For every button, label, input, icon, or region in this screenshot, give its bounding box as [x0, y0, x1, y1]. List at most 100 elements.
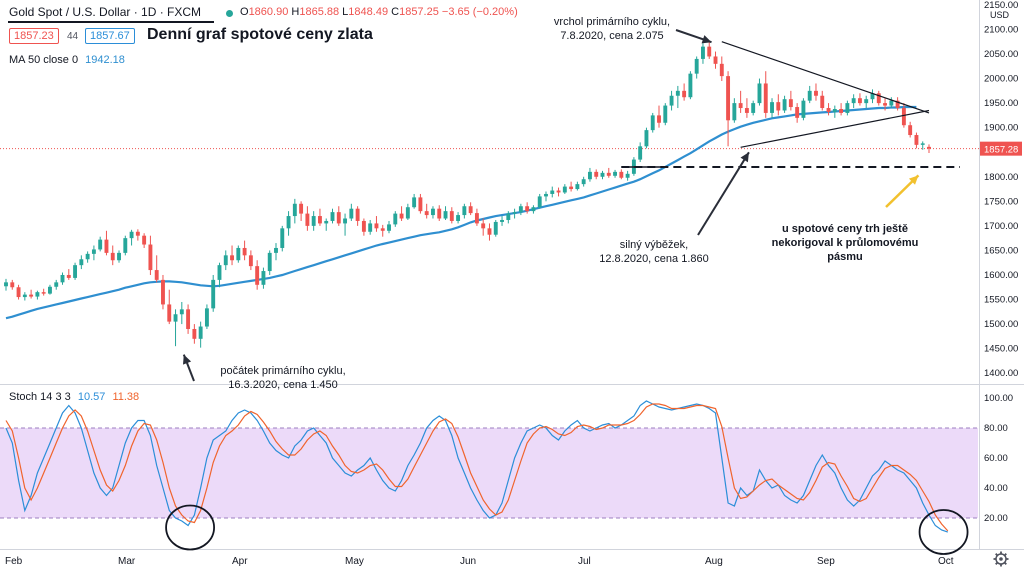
- candle: [412, 197, 417, 208]
- price-axis-tick: 2050.00: [984, 49, 1018, 60]
- annotation-cycle-start-line: počátek primárního cyklu,: [220, 365, 345, 377]
- oversold-circle-march: [165, 504, 215, 551]
- candle: [550, 190, 555, 194]
- candle: [650, 115, 655, 131]
- price-axis-tick: 1950.00: [984, 98, 1018, 109]
- candle: [857, 98, 862, 104]
- candle: [820, 95, 825, 109]
- bid-price-button[interactable]: 1857.23: [9, 28, 59, 44]
- price-axis-tick: 1500.00: [984, 319, 1018, 330]
- candle: [688, 73, 693, 98]
- candle: [826, 108, 831, 112]
- candle: [600, 172, 605, 177]
- candle: [732, 103, 737, 121]
- candle: [186, 309, 191, 329]
- candle: [443, 211, 448, 219]
- stoch-axis-tick: 40.00: [984, 483, 1008, 494]
- candle: [4, 282, 8, 287]
- stoch-axis-tick: 60.00: [984, 453, 1008, 464]
- candle: [299, 203, 304, 214]
- candle: [16, 287, 21, 298]
- candle: [431, 208, 435, 216]
- candle: [123, 238, 128, 253]
- annotation-breakout-zone-line: nekorigoval k průlomovému: [772, 237, 919, 249]
- market-status-icon: [226, 10, 233, 17]
- candle: [405, 207, 410, 219]
- annotation-breakout-zone-arrow-head: [908, 175, 919, 185]
- candle: [657, 115, 661, 123]
- stoch-k-line: [5, 400, 948, 533]
- candle: [179, 309, 184, 315]
- annotation-cycle-start-arrow-head: [182, 354, 192, 365]
- candle: [506, 213, 511, 220]
- candle: [292, 203, 297, 217]
- candle: [148, 244, 153, 271]
- candle: [901, 108, 906, 126]
- candle: [518, 206, 523, 213]
- candle: [393, 213, 398, 225]
- candle: [594, 171, 599, 177]
- candles-group: [4, 41, 931, 348]
- last-price-label-bg: [980, 141, 1022, 156]
- candle: [60, 274, 65, 283]
- ma-legend[interactable]: MA 50 close 0 1942.18: [9, 54, 125, 66]
- candle: [663, 105, 668, 123]
- candle: [217, 265, 222, 280]
- candle: [776, 102, 781, 111]
- annotation-cycle-start-line: 16.3.2020, cena 1.450: [228, 379, 337, 391]
- ohlc-values: O1860.90 H1865.88 L1848.49 C1857.25 −3.6…: [240, 6, 518, 18]
- candle: [355, 208, 360, 221]
- symbol-title[interactable]: Gold Spot / U.S. Dollar · 1D · FXCM: [9, 5, 201, 19]
- candle: [79, 259, 84, 266]
- time-axis-tick: Apr: [232, 556, 248, 567]
- candle: [242, 247, 247, 256]
- candle: [569, 186, 574, 190]
- candle: [456, 215, 461, 221]
- annotation-cycle-top-line: 7.8.2020, cena 2.075: [560, 30, 663, 42]
- price-axis-tick: 1400.00: [984, 368, 1018, 379]
- candle: [493, 221, 498, 235]
- candle: [707, 46, 712, 57]
- annotation-strong-spike-line: silný výběžek,: [620, 239, 688, 251]
- candle: [261, 271, 266, 285]
- candle: [883, 103, 887, 106]
- candle: [675, 90, 680, 96]
- candle: [330, 212, 335, 221]
- gear-hub: [999, 557, 1003, 561]
- candle: [161, 279, 165, 305]
- candle: [845, 103, 850, 113]
- settings-gear-icon[interactable]: [993, 551, 1009, 567]
- candle: [380, 228, 385, 231]
- time-axis-tick: Feb: [5, 556, 23, 567]
- price-axis-tick: 1900.00: [984, 123, 1018, 134]
- time-axis-tick: Oct: [938, 556, 954, 567]
- candle: [876, 93, 881, 104]
- stoch-axis-tick: 80.00: [984, 423, 1008, 434]
- gear-tooth: [1003, 553, 1007, 557]
- time-axis-tick: Jul: [578, 556, 591, 567]
- candle: [22, 294, 27, 298]
- ask-price-button[interactable]: 1857.67: [85, 28, 135, 44]
- candle: [48, 286, 52, 294]
- stoch-band: [0, 428, 978, 518]
- candle: [286, 216, 291, 229]
- stoch-legend[interactable]: Stoch 14 3 3 10.57 11.38: [9, 391, 140, 403]
- candle: [311, 216, 316, 226]
- candle: [895, 100, 900, 109]
- candle: [29, 294, 34, 297]
- candle: [129, 231, 134, 239]
- candle: [525, 206, 530, 212]
- candle: [274, 247, 278, 253]
- candle: [638, 146, 643, 160]
- candle: [104, 239, 109, 253]
- candle: [531, 207, 536, 212]
- symbol-name: Gold Spot / U.S. Dollar · 1D · FXCM: [9, 5, 202, 19]
- gear-tooth: [995, 561, 999, 565]
- candle: [424, 211, 429, 216]
- candle: [230, 255, 234, 261]
- spread-value: 44: [67, 31, 79, 42]
- candle: [399, 213, 404, 219]
- candle: [770, 102, 774, 113]
- candle: [85, 253, 90, 260]
